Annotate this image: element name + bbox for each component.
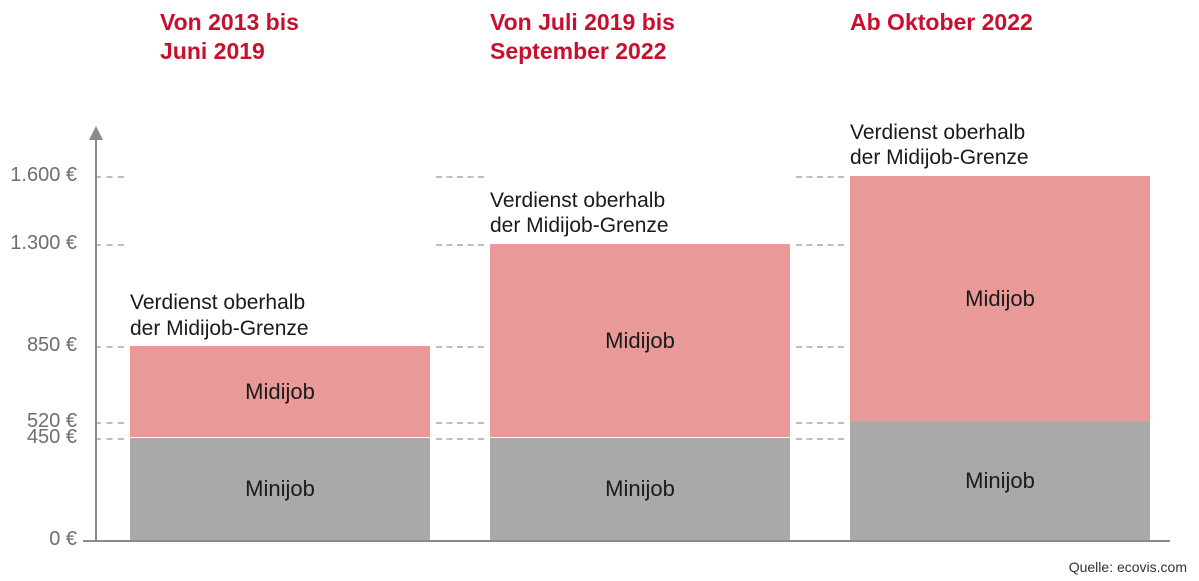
column-title-line1: Von 2013 bis — [160, 8, 500, 37]
y-tick-label: 0 € — [0, 528, 77, 551]
above-limit-line1: Verdienst oberhalb — [850, 120, 1160, 145]
midijob-label: Midijob — [605, 328, 675, 354]
above-limit-line1: Verdienst oberhalb — [130, 290, 440, 315]
chart-container: Von 2013 bisJuni 2019Von Juli 2019 bisSe… — [0, 0, 1199, 581]
gridline-seg — [796, 176, 844, 178]
gridline-seg — [796, 422, 844, 424]
above-limit-line1: Verdienst oberhalb — [490, 188, 800, 213]
x-axis-line — [83, 540, 1170, 542]
y-tick-label: 1.600 € — [0, 164, 77, 187]
gridline-seg — [95, 438, 124, 440]
minijob-bar: Minijob — [850, 422, 1150, 540]
minijob-bar: Minijob — [490, 438, 790, 541]
gridline-seg — [796, 438, 844, 440]
midijob-bar: Midijob — [130, 346, 430, 437]
gridline-seg — [436, 176, 484, 178]
gridline-seg — [796, 346, 844, 348]
above-limit-line2: der Midijob-Grenze — [490, 213, 800, 238]
above-limit-label: Verdienst oberhalbder Midijob-Grenze — [850, 120, 1160, 170]
gridline-seg — [95, 422, 124, 424]
midijob-bar: Midijob — [490, 244, 790, 438]
above-limit-label: Verdienst oberhalbder Midijob-Grenze — [130, 290, 440, 340]
minijob-label: Minijob — [245, 476, 315, 502]
y-tick-label: 520 € — [0, 410, 77, 433]
minijob-label: Minijob — [605, 476, 675, 502]
minijob-label: Minijob — [965, 468, 1035, 494]
above-limit-label: Verdienst oberhalbder Midijob-Grenze — [490, 188, 800, 238]
gridline-seg — [95, 244, 124, 246]
above-limit-line2: der Midijob-Grenze — [850, 145, 1160, 170]
column-title-line2: September 2022 — [490, 37, 830, 66]
gridline-seg — [436, 244, 484, 246]
y-tick-label: 1.300 € — [0, 232, 77, 255]
column-title-line1: Von Juli 2019 bis — [490, 8, 830, 37]
gridline-seg — [436, 346, 484, 348]
gridline-seg — [436, 438, 484, 440]
gridline-seg — [796, 244, 844, 246]
midijob-bar: Midijob — [850, 176, 1150, 422]
minijob-bar: Minijob — [130, 438, 430, 541]
source-label: Quelle: ecovis.com — [1069, 559, 1187, 575]
y-axis-arrow-icon — [89, 126, 103, 140]
column-title-1: Von Juli 2019 bisSeptember 2022 — [490, 8, 830, 66]
y-axis-line — [95, 138, 97, 540]
gridline-seg — [95, 346, 124, 348]
column-title-line2: Juni 2019 — [160, 37, 500, 66]
gridline-seg — [436, 422, 484, 424]
column-title-0: Von 2013 bisJuni 2019 — [160, 8, 500, 66]
midijob-label: Midijob — [965, 286, 1035, 312]
gridline-seg — [95, 176, 124, 178]
above-limit-line2: der Midijob-Grenze — [130, 316, 440, 341]
column-title-2: Ab Oktober 2022 — [850, 8, 1190, 37]
column-title-line1: Ab Oktober 2022 — [850, 8, 1190, 37]
midijob-label: Midijob — [245, 379, 315, 405]
y-tick-label: 850 € — [0, 334, 77, 357]
